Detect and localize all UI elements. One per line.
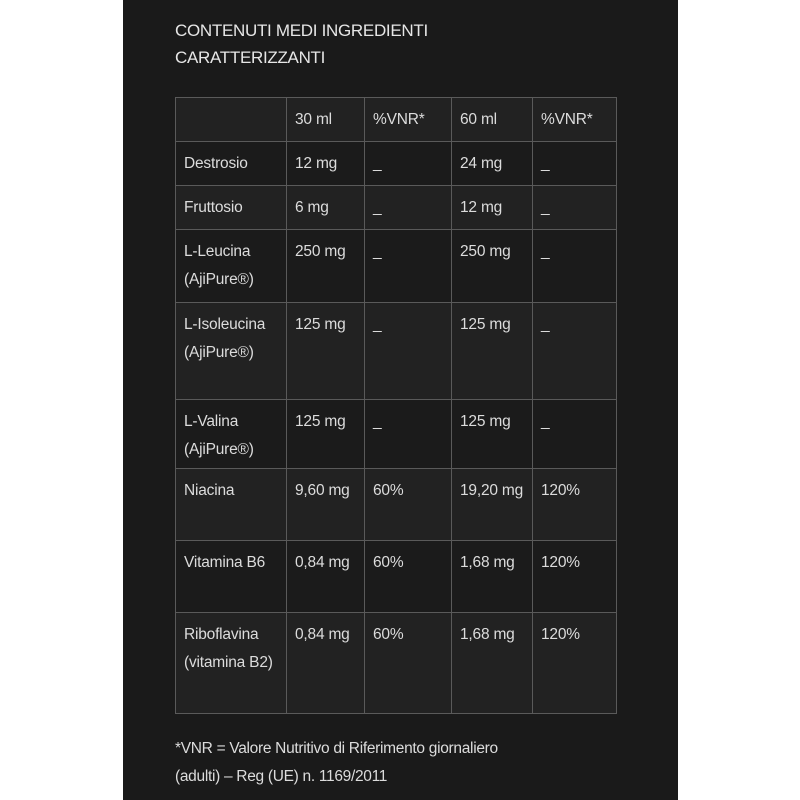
table-cell: 120% <box>532 540 617 613</box>
table-cell: 12 mg <box>286 141 365 186</box>
table-row: Riboflavina (vitamina B2) 0,84 mg 60% 1,68 … <box>175 612 617 714</box>
table-cell: 60 ml <box>451 97 533 142</box>
table-cell: _ <box>532 185 617 230</box>
title-line: CARATTERIZZANTI <box>175 48 326 67</box>
table-row: L-Isoleucina (AjiPure®) 125 mg _ 125 mg _ <box>175 302 617 400</box>
table-row: L-Leucina (AjiPure®) 250 mg _ 250 mg _ <box>175 229 617 303</box>
table-cell: 30 ml <box>286 97 365 142</box>
table-row: Destrosio 12 mg _ 24 mg _ <box>175 141 617 186</box>
table-cell: 250 mg <box>451 229 533 303</box>
table-cell: %VNR* <box>364 97 452 142</box>
table-cell: 60% <box>364 612 452 714</box>
table-cell: 60% <box>364 468 452 541</box>
footnote: *VNR = Valore Nutritivo di Riferimento g… <box>175 735 498 791</box>
footnote-line: *VNR = Valore Nutritivo di Riferimento g… <box>175 740 498 757</box>
table-header-row: 30 ml %VNR* 60 ml %VNR* <box>175 97 617 142</box>
table-cell: L-Leucina (AjiPure®) <box>175 229 287 303</box>
table-row: Niacina 9,60 mg 60% 19,20 mg 120% <box>175 468 617 541</box>
table-cell: 6 mg <box>286 185 365 230</box>
table-cell: 12 mg <box>451 185 533 230</box>
table-cell: 1,68 mg <box>451 612 533 714</box>
table-cell: L-Valina (AjiPure®) <box>175 399 287 469</box>
table-cell: 120% <box>532 468 617 541</box>
table-row: L-Valina (AjiPure®) 125 mg _ 125 mg _ <box>175 399 617 469</box>
table-cell: 125 mg <box>451 399 533 469</box>
table-cell: _ <box>364 229 452 303</box>
table-cell: _ <box>364 185 452 230</box>
table-cell: Fruttosio <box>175 185 287 230</box>
ingredients-table: 30 ml %VNR* 60 ml %VNR* Destrosio 12 mg _ 24 mg… <box>175 97 617 714</box>
table-cell: Riboflavina (vitamina B2) <box>175 612 287 714</box>
table-cell: _ <box>532 399 617 469</box>
table-cell: 125 mg <box>451 302 533 400</box>
table-cell: 120% <box>532 612 617 714</box>
table-cell <box>175 97 287 142</box>
table-cell: 1,68 mg <box>451 540 533 613</box>
table-cell: 24 mg <box>451 141 533 186</box>
table-cell: 125 mg <box>286 302 365 400</box>
table-cell: %VNR* <box>532 97 617 142</box>
table-cell: 60% <box>364 540 452 613</box>
table-cell: _ <box>532 229 617 303</box>
section-title: CONTENUTI MEDI INGREDIENTI CARATTERIZZAN… <box>175 17 428 71</box>
content-panel: CONTENUTI MEDI INGREDIENTI CARATTERIZZAN… <box>123 0 678 800</box>
table-cell: 19,20 mg <box>451 468 533 541</box>
table-cell: L-Isoleucina (AjiPure®) <box>175 302 287 400</box>
table-cell: _ <box>532 302 617 400</box>
table-cell: _ <box>364 302 452 400</box>
table-cell: 0,84 mg <box>286 540 365 613</box>
table-cell: _ <box>364 399 452 469</box>
table-row: Vitamina B6 0,84 mg 60% 1,68 mg 120% <box>175 540 617 613</box>
table-cell: Vitamina B6 <box>175 540 287 613</box>
table-cell: 125 mg <box>286 399 365 469</box>
table-cell: Niacina <box>175 468 287 541</box>
table-cell: _ <box>532 141 617 186</box>
table-cell: 0,84 mg <box>286 612 365 714</box>
table-cell: 9,60 mg <box>286 468 365 541</box>
table-cell: 250 mg <box>286 229 365 303</box>
table-cell: _ <box>364 141 452 186</box>
table-cell: Destrosio <box>175 141 287 186</box>
table-row: Fruttosio 6 mg _ 12 mg _ <box>175 185 617 230</box>
footnote-line: (adulti) – Reg (UE) n. 1169/2011 <box>175 768 388 785</box>
title-line: CONTENUTI MEDI INGREDIENTI <box>175 21 428 40</box>
